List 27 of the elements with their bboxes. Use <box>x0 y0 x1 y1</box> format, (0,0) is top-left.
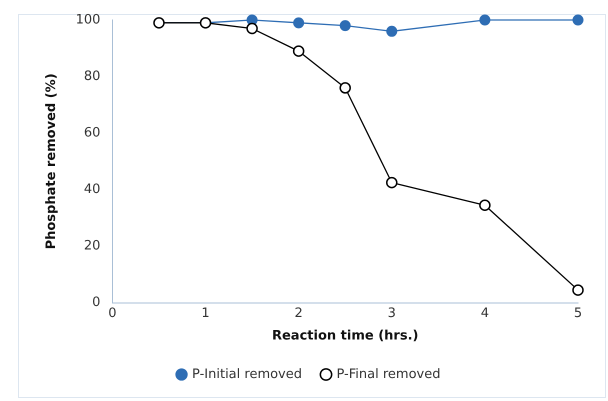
point <box>479 14 490 26</box>
y-tick-label: 100 <box>76 12 100 28</box>
point <box>340 20 351 32</box>
legend-label: P-Final removed <box>336 366 440 382</box>
x-tick-label: 0 <box>108 306 117 321</box>
point <box>246 22 258 34</box>
y-tick-label: 0 <box>92 295 100 310</box>
point <box>293 17 304 28</box>
point <box>572 284 584 296</box>
x-tick-label: 2 <box>294 306 303 321</box>
x-axis-title: Reaction time (hrs.) <box>272 328 418 344</box>
point <box>479 199 491 211</box>
x-tick-label: 1 <box>201 306 210 321</box>
x-tick-label: 4 <box>480 306 490 321</box>
point <box>339 82 351 94</box>
point <box>386 176 398 188</box>
y-axis-title: Phosphate removed (%) <box>44 73 60 250</box>
point <box>572 14 584 26</box>
y-tick-label: 80 <box>84 68 100 84</box>
y-tick-label: 40 <box>84 182 100 198</box>
y-tick-label: 60 <box>84 125 100 140</box>
x-tick-label: 3 <box>388 306 396 321</box>
point <box>292 45 304 57</box>
point <box>386 26 398 37</box>
legend-label: P-Initial removed <box>192 366 302 382</box>
x-tick-label: 5 <box>574 306 582 321</box>
y-tick-label: 20 <box>84 238 100 254</box>
